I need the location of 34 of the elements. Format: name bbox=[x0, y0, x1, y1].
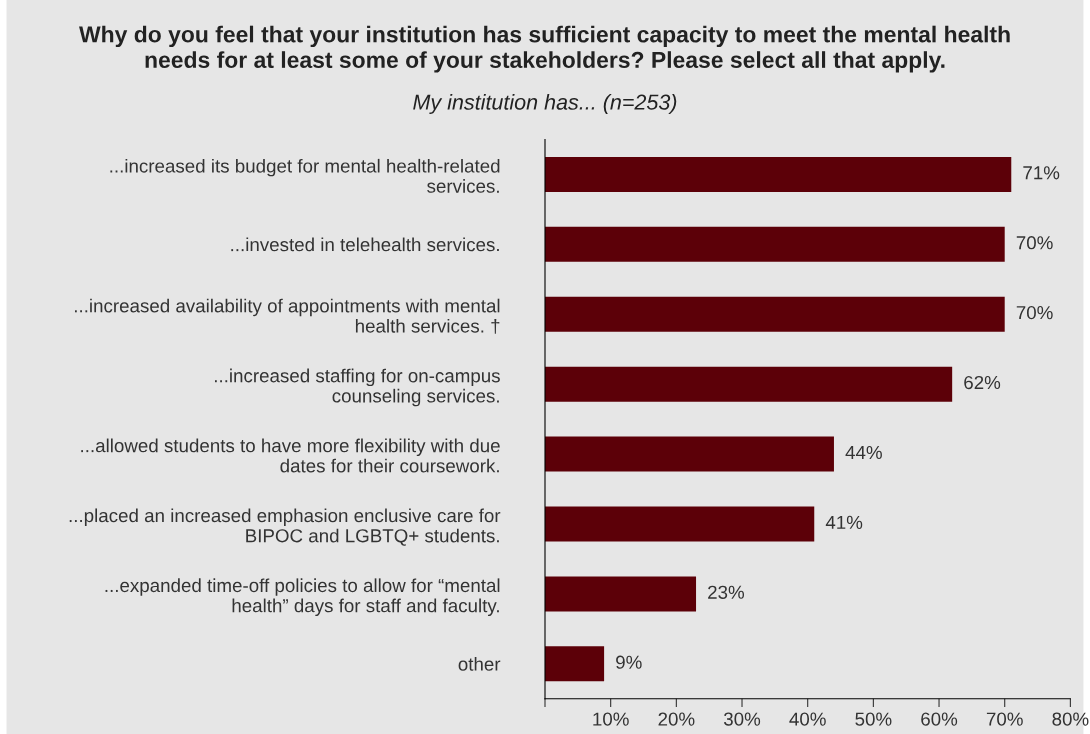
x-tick-label: 80% bbox=[1052, 712, 1089, 726]
x-tick-label: 10% bbox=[593, 712, 629, 726]
bar bbox=[545, 576, 697, 612]
y-tick-label: ...placed an increased emphasion enclusive care for BIPOC and LGBTQ+ students. bbox=[69, 508, 501, 546]
data-label: 23% bbox=[708, 585, 745, 599]
y-tick-label: ...increased staffing for on-campus counseling services. bbox=[214, 368, 500, 407]
data-label: 41% bbox=[825, 515, 863, 529]
data-label: 71% bbox=[1023, 166, 1060, 180]
y-tick-label: ...expanded time-off policies to allow for “mental health” days for staff and faculty. bbox=[105, 578, 500, 617]
x-tick-label: 60% bbox=[921, 712, 958, 726]
y-tick-label: ...increased its budget for mental health-related services. bbox=[110, 158, 500, 193]
y-tick-label: ...invested in telehealth services. bbox=[231, 237, 499, 252]
x-tick-label: 40% bbox=[789, 712, 826, 726]
bar bbox=[545, 436, 834, 472]
bar bbox=[545, 506, 815, 542]
x-tick-label: 20% bbox=[658, 712, 695, 726]
bar bbox=[545, 226, 1005, 262]
bar bbox=[545, 366, 953, 402]
bar bbox=[545, 156, 1012, 192]
x-tick-label: 30% bbox=[723, 712, 761, 726]
data-label: 62% bbox=[964, 375, 1001, 390]
x-tick-label: 70% bbox=[986, 712, 1023, 726]
data-label: 9% bbox=[616, 655, 642, 669]
data-label: 70% bbox=[1016, 236, 1053, 250]
chart-title: Why do you feel that your institution has sufficient capacity to meet the mental health needs for at least some of your stakeholders? Please select all that apply. bbox=[79, 25, 1010, 73]
x-tick-label: 50% bbox=[855, 712, 892, 726]
bar bbox=[545, 296, 1005, 332]
data-label: 70% bbox=[1016, 306, 1053, 320]
bar bbox=[545, 646, 605, 682]
y-tick-label: other bbox=[458, 657, 501, 671]
y-tick-label: ...allowed students to have more flexibility with due dates for their coursework. bbox=[81, 438, 500, 473]
data-label: 44% bbox=[845, 445, 882, 460]
y-tick-label: ...increased availability of appointments with mental health services. † bbox=[74, 298, 500, 334]
chart-subtitle: My institution has... (n=253) bbox=[413, 93, 677, 115]
